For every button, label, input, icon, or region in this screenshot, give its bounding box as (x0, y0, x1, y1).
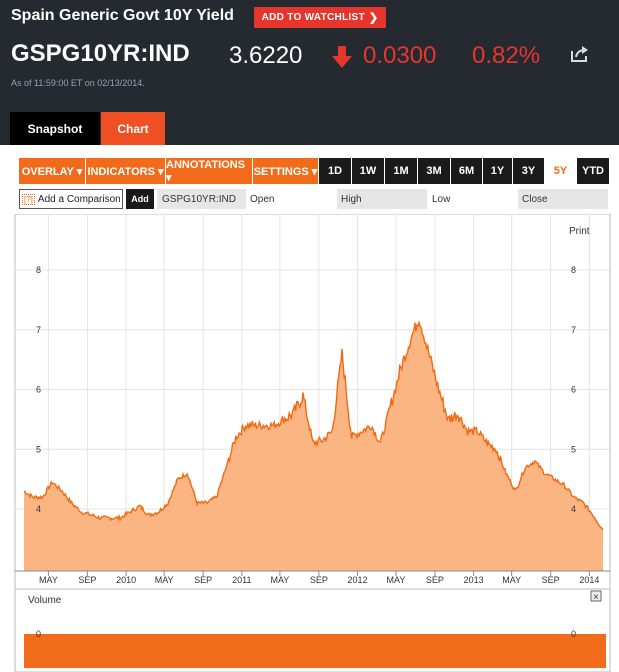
range-5y-button[interactable]: 5Y (545, 158, 576, 184)
range-1w-button[interactable]: 1W (352, 158, 384, 184)
high-label: High (337, 189, 427, 209)
price-change-percent: 0.82% (472, 42, 541, 69)
range-1y-button[interactable]: 1Y (483, 158, 512, 184)
add-comparison-button[interactable]: Add (126, 189, 154, 209)
y-tick-label: 7 (571, 325, 576, 335)
yield-area (24, 322, 603, 571)
volume-close-icon[interactable] (590, 590, 602, 602)
range-3m-button[interactable]: 3M (418, 158, 450, 184)
volume-bars (24, 634, 606, 668)
x-axis-labels: MAY SEP 2010 MAY SEP 2011 MAY SEP 2012 MAY SEP 2013… (39, 575, 599, 585)
x-tick-label: SEP (194, 575, 212, 585)
x-tick-label: MAY (155, 575, 174, 585)
arrow-down-icon (332, 46, 352, 68)
x-tick-label: 2011 (232, 575, 251, 585)
range-ytd-button[interactable]: YTD (577, 158, 609, 184)
tab-snapshot[interactable]: Snapshot (10, 112, 100, 145)
annotations-menu[interactable]: ANNOTATIONS ▾ (166, 158, 252, 184)
volume-label: Volume (28, 595, 62, 606)
tab-chart[interactable]: Chart (101, 112, 165, 145)
add-comparison-placeholder: Add a Comparison (37, 193, 121, 205)
y-tick-label: 6 (571, 385, 576, 395)
as-of-timestamp: As of 11:59:00 ET on 02/13/2014. (11, 78, 145, 88)
add-to-watchlist-label: ADD TO WATCHLIST (261, 12, 365, 23)
x-tick-label: SEP (542, 575, 560, 585)
x-tick-label: MAY (502, 575, 521, 585)
x-tick-label: 2012 (348, 575, 368, 585)
volume-y-label-right: 0 (571, 629, 576, 639)
y-tick-label: 8 (36, 265, 41, 275)
settings-menu[interactable]: SETTINGS ▾ (253, 158, 318, 184)
share-icon[interactable] (570, 45, 590, 63)
range-6m-button[interactable]: 6M (451, 158, 482, 184)
x-tick-label: 2013 (464, 575, 484, 585)
comparison-symbol: GSPG10YR:IND (157, 189, 246, 209)
page-title: Spain Generic Govt 10Y Yield (11, 7, 234, 24)
close-label: Close (518, 189, 608, 209)
yield-line (23, 320, 604, 531)
y-tick-label: 5 (36, 444, 41, 454)
range-1d-button[interactable]: 1D (319, 158, 351, 184)
help-icon[interactable]: [?] (22, 193, 35, 205)
x-tick-label: 2010 (116, 575, 136, 585)
last-price: 3.6220 (229, 42, 303, 69)
x-tick-label: 2014 (579, 575, 599, 585)
range-1m-button[interactable]: 1M (385, 158, 417, 184)
open-label: Open (246, 189, 336, 209)
quote-header: Spain Generic Govt 10Y Yield ADD TO WATC… (0, 0, 619, 145)
overlay-menu[interactable]: OVERLAY ▾ (19, 158, 85, 184)
y-tick-label: 8 (571, 265, 576, 275)
volume-close-glyph: × (593, 592, 599, 603)
print-link[interactable]: Print (569, 226, 590, 237)
y-axis-labels: 4 4 5 5 6 6 7 7 8 8 (36, 265, 576, 514)
add-to-watchlist-button[interactable]: ADD TO WATCHLIST ❯ (254, 7, 386, 28)
x-tick-label: MAY (387, 575, 406, 585)
price-change: 0.0300 (363, 42, 437, 69)
x-tick-label: SEP (310, 575, 328, 585)
low-label: Low (428, 189, 518, 209)
add-comparison-input[interactable]: [?] Add a Comparison (19, 189, 123, 209)
x-tick-label: SEP (426, 575, 444, 585)
volume-y-label-left: 0 (36, 629, 41, 639)
y-tick-label: 4 (571, 504, 576, 514)
range-3y-button[interactable]: 3Y (513, 158, 544, 184)
x-tick-label: MAY (39, 575, 58, 585)
ticker-symbol: GSPG10YR:IND (11, 40, 190, 67)
price-chart[interactable]: 4 4 5 5 6 6 7 7 8 8 MAY SEP 2010 MAY SEP 2011 MAY SEP 201… (0, 214, 619, 672)
y-tick-label: 5 (571, 444, 576, 454)
y-tick-label: 6 (36, 385, 41, 395)
x-tick-label: MAY (270, 575, 289, 585)
y-tick-label: 7 (36, 325, 41, 335)
x-tick-label: SEP (78, 575, 96, 585)
chevron-right-icon: ❯ (368, 12, 379, 24)
y-tick-label: 4 (36, 504, 41, 514)
indicators-menu[interactable]: INDICATORS ▾ (86, 158, 165, 184)
